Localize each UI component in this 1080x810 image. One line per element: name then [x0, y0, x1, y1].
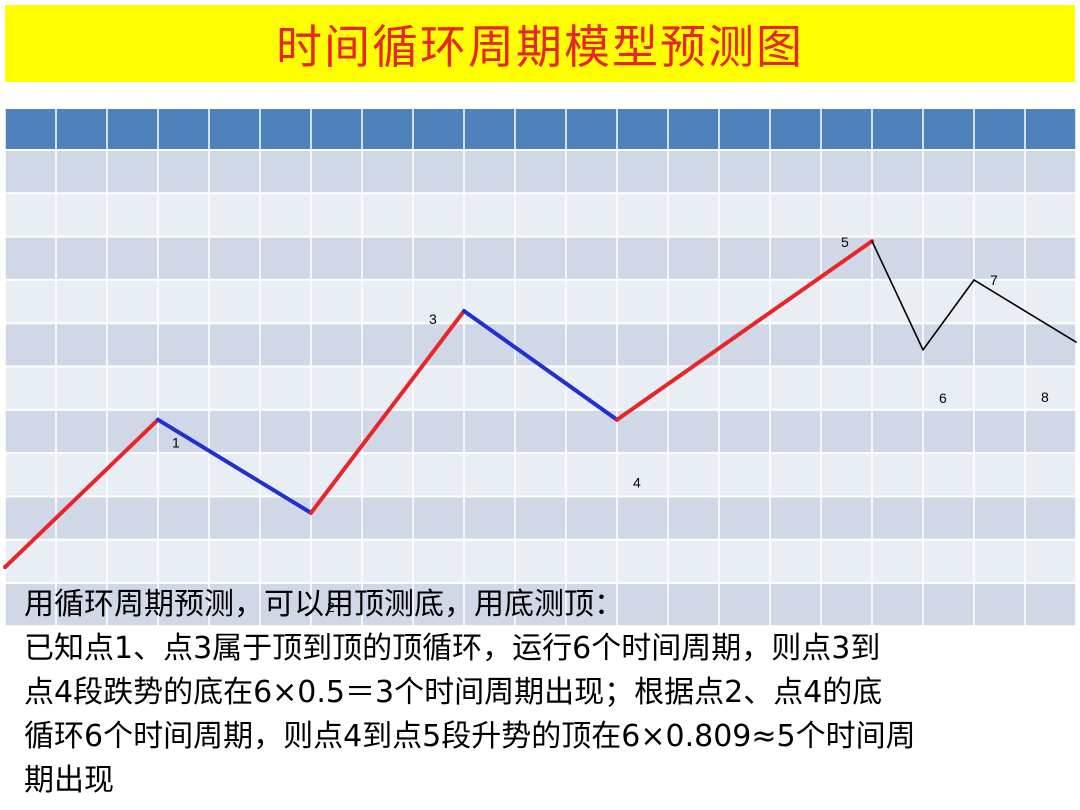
point-label: 5 [841, 234, 849, 250]
explanation-line: 期出现 [24, 763, 114, 798]
point-label: 6 [939, 390, 947, 406]
chart-lines [3, 239, 1077, 570]
point-label: 7 [990, 272, 998, 288]
segment-rise [615, 239, 874, 422]
point-label: 2 [327, 599, 335, 615]
title-banner: 时间循环周期模型预测图 [5, 5, 1075, 82]
grid-row [5, 453, 1076, 497]
point-label: 4 [633, 475, 641, 491]
segment-forecast [973, 279, 1077, 343]
point-label: 8 [1041, 389, 1049, 405]
point-label: 3 [429, 311, 437, 327]
grid-row [5, 539, 1076, 583]
grid-row [5, 583, 1076, 627]
segment-fall [462, 309, 619, 422]
segment-rise [3, 417, 160, 570]
grid-row [5, 323, 1076, 367]
grid-row [5, 150, 1076, 194]
grid-row [5, 193, 1076, 237]
grid-row [5, 496, 1076, 540]
explanation-line: 点4段跌势的底在6×0.5＝3个时间周期出现；根据点2、点4的底 [24, 675, 883, 710]
explanation-line: 循环6个时间周期，则点4到点5段升势的顶在6×0.809≈5个时间周 [24, 719, 916, 754]
explanation-text: 用循环周期预测，可以用顶测底，用底测顶： 已知点1、点3属于顶到顶的顶循环，运行… [24, 583, 1069, 803]
grid-row [5, 409, 1076, 454]
segment-fall [156, 417, 313, 515]
page-title: 时间循环周期模型预测图 [276, 19, 804, 74]
point-label: 1 [172, 435, 180, 451]
grid-row [5, 366, 1076, 410]
chart-point-labels: 1 2 3 4 5 6 7 8 [172, 234, 1049, 615]
chart-grid [4, 107, 1077, 628]
segment-forecast [871, 240, 924, 351]
grid-header-row [5, 108, 1076, 150]
segment-forecast [922, 279, 975, 351]
grid-row [5, 236, 1076, 280]
grid-row [5, 279, 1076, 324]
explanation-line: 用循环周期预测，可以用顶测底，用底测顶： [24, 587, 624, 622]
segment-rise [309, 309, 466, 515]
explanation-line: 已知点1、点3属于顶到顶的顶循环，运行6个时间周期，则点3到 [24, 631, 881, 666]
